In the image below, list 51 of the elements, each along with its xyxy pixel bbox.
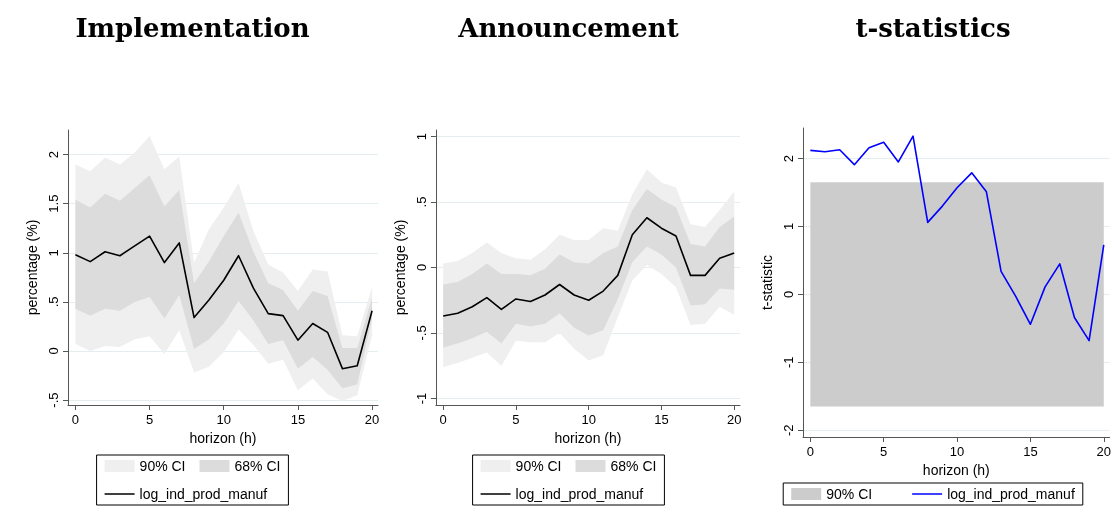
x-tick-label: 0	[806, 444, 814, 459]
x-axis-title: horizon (h)	[922, 461, 990, 478]
legend-label: log_ind_prod_manuf	[947, 486, 1075, 502]
x-tick-label: 15	[1023, 444, 1038, 459]
y-axis-title: percentage (%)	[24, 219, 41, 316]
y-axis-title: percentage (%)	[392, 219, 408, 316]
x-tick-label: 10	[949, 444, 965, 459]
x-tick-label: 5	[145, 412, 154, 427]
x-tick-label: 0	[71, 412, 80, 427]
y-tick-label: -1	[413, 392, 429, 405]
legend-label: 68% CI	[610, 458, 657, 474]
legend-label: 90% CI	[139, 458, 186, 474]
y-tick-label: 0	[46, 347, 61, 355]
y-tick-label: -1	[781, 356, 796, 369]
y-tick-label: 1	[781, 222, 796, 231]
y-tick-label: 2	[781, 154, 796, 163]
x-axis-title: horizon (h)	[189, 429, 257, 446]
chart-title: t-statistics	[855, 13, 1011, 43]
x-tick-label: 20	[364, 412, 380, 427]
x-tick-label: 5	[512, 412, 520, 427]
x-tick-label: 20	[726, 412, 742, 427]
line-series	[442, 216, 735, 317]
y-tick-label: 2	[46, 150, 61, 159]
y-tick-label: -.5	[413, 325, 429, 341]
x-tick-label: 5	[880, 444, 888, 459]
x-tick-label: 15	[290, 412, 306, 427]
y-tick-label: 0	[781, 290, 796, 298]
x-tick-label: 10	[581, 412, 596, 427]
legend-label: 90% CI	[826, 486, 873, 502]
y-tick-label: .5	[413, 196, 429, 208]
y-tick-label: 1	[413, 132, 429, 141]
chart-title: Implementation	[75, 13, 310, 43]
y-tick-label: 1.5	[46, 194, 61, 213]
legend-label: 90% CI	[515, 458, 562, 474]
y-tick-label: -.5	[46, 392, 61, 408]
x-tick-label: 15	[654, 412, 669, 427]
legend-label: 68% CI	[234, 458, 281, 474]
x-tick-label: 20	[1096, 444, 1111, 459]
line-series	[809, 135, 1105, 342]
y-tick-label: 1	[46, 249, 61, 257]
y-axis-title: t-statistic	[759, 254, 776, 311]
x-tick-label: 10	[216, 412, 231, 427]
y-tick-label: 0	[413, 263, 429, 272]
x-tick-label: 0	[439, 412, 447, 427]
y-tick-label: -2	[781, 424, 796, 436]
chart-title: Announcement	[457, 13, 679, 43]
x-axis-title: horizon (h)	[554, 429, 622, 446]
y-tick-label: .5	[46, 296, 61, 308]
legend-label: log_ind_prod_manuf	[139, 486, 268, 502]
line-series	[74, 235, 373, 370]
legend-label: log_ind_prod_manuf	[515, 486, 644, 502]
